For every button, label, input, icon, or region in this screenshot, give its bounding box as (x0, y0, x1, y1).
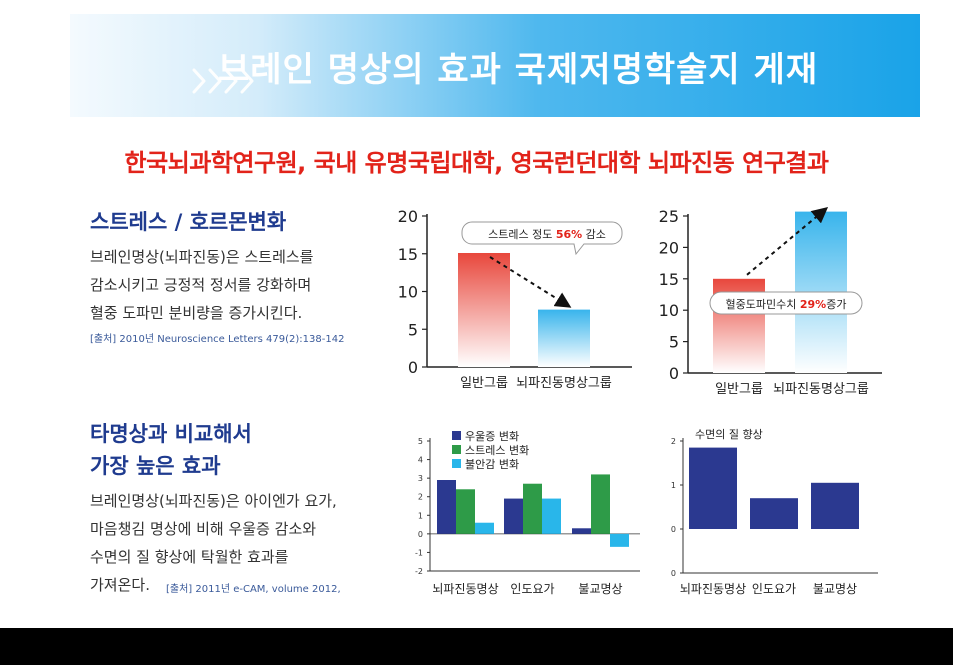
subtitle: 한국뇌과학연구원, 국내 유명국립대학, 영국런던대학 뇌파진동 연구결과 (124, 149, 829, 177)
y-tick-label: 20 (398, 207, 418, 226)
x-tick-label: 뇌파진동명상그룹 (773, 382, 869, 397)
section2-line-4: 가져온다. (90, 576, 150, 594)
stress-chart: 0 5 10 15 20 일반그룹 뇌파진동명상그룹 스트레스 정도 56% 감소 (398, 207, 632, 391)
x-tick-label: 뇌파진동명상 (680, 582, 746, 596)
section2-citation: [출처] 2011년 e-CAM, volume 2012, (166, 584, 341, 595)
bar-sleep-quality (811, 482, 859, 529)
callout-highlight: 29% (800, 298, 826, 311)
bar-stress (523, 483, 542, 534)
chart-title: 수면의 질 향상 (695, 428, 763, 441)
legend-swatch (452, 445, 461, 454)
x-tick-label: 불교명상 (813, 582, 857, 596)
y-tick-label: 0 (671, 525, 676, 534)
legend-swatch (452, 459, 461, 468)
y-tick-label: 2 (418, 493, 423, 502)
bar-anxiety (542, 498, 561, 534)
y-tick-label: 1 (418, 511, 423, 520)
y-tick-label: 2 (671, 437, 676, 446)
legend-label: 불안감 변화 (465, 458, 519, 471)
bar-general-group (458, 252, 510, 367)
y-tick-label: 5 (408, 320, 418, 339)
y-tick-label: 10 (398, 283, 418, 302)
bar-sleep-quality (689, 447, 737, 529)
banner-title: 브레인 명상의 효과 국제저명학술지 게재 (218, 50, 819, 90)
y-tick-label: 3 (418, 474, 423, 483)
y-tick-label: 25 (659, 207, 679, 226)
trend-arrow (746, 207, 829, 276)
x-tick-label: 일반그룹 (715, 382, 763, 397)
x-tick-label: 일반그룹 (460, 376, 508, 391)
callout-text-part: 혈중도파민수치 (726, 297, 800, 311)
x-tick-label: 뇌파진동명상 (432, 582, 498, 596)
legend-label: 우울증 변화 (465, 430, 519, 443)
bar-anxiety (610, 533, 629, 547)
bar-sleep-quality (750, 498, 798, 529)
bar-meditation-group (538, 309, 590, 367)
legend-swatch (452, 431, 461, 440)
y-tick-label: 0 (671, 569, 676, 578)
callout-text: 혈중도파민수치 29%증가 (726, 297, 847, 311)
y-tick-label: 5 (669, 333, 679, 352)
callout-highlight: 56% (556, 228, 582, 241)
page: 브레인 명상의 효과 국제저명학술지 게재 한국뇌과학연구원, 국내 유명국립대… (0, 0, 953, 628)
title-banner (70, 14, 920, 117)
x-tick-label: 인도요가 (752, 582, 796, 596)
y-tick-label: 10 (659, 301, 679, 320)
y-tick-label: 15 (398, 245, 418, 264)
section1-line-3: 혈중 도파민 분비량을 증가시킨다. (90, 304, 303, 322)
y-tick-label: 4 (418, 456, 423, 465)
x-tick-label: 인도요가 (510, 582, 554, 596)
y-tick-label: 5 (418, 437, 423, 446)
section2-line-3: 수면의 질 향상에 탁월한 효과를 (90, 548, 289, 566)
bar-stress (456, 489, 475, 534)
bar-anxiety (475, 522, 494, 534)
y-tick-label: 0 (669, 364, 679, 383)
section1-title: 스트레스 / 호르몬변화 (90, 210, 287, 234)
chevron-arrows-icon (192, 68, 254, 94)
callout-bubble (709, 291, 863, 315)
y-tick-label: 0 (418, 530, 423, 539)
x-tick-label: 불교명상 (578, 582, 622, 596)
dopamine-chart: 0 5 10 15 20 25 일반그룹 뇌파진동명상그룹 혈중도파민수치 29%증가 (659, 207, 882, 397)
y-tick-label: 0 (408, 358, 418, 377)
section1-line-2: 감소시키고 긍정적 정서를 강화하며 (90, 276, 312, 294)
section1-citation: [출처] 2010년 Neuroscience Letters 479(2):1… (90, 334, 345, 345)
callout-text-part: 감소 (582, 228, 606, 241)
section2-title-line-2: 가장 높은 효과 (90, 454, 221, 478)
y-tick-label: -2 (415, 567, 423, 576)
bar-depression (504, 498, 523, 534)
section2-line-2: 마음챙김 명상에 비해 우울증 감소와 (90, 520, 317, 538)
y-tick-label: 15 (659, 270, 679, 289)
bar-stress (591, 474, 610, 534)
callout-text-part: 스트레스 정도 (488, 228, 556, 241)
section1-line-1: 브레인명상(뇌파진동)은 스트레스를 (90, 248, 314, 266)
legend-label: 스트레스 변화 (465, 444, 529, 457)
x-tick-label: 뇌파진동명상그룹 (516, 376, 612, 391)
bar-depression (437, 480, 456, 534)
callout-bubble (461, 221, 623, 256)
bar-depression (572, 528, 591, 534)
section2-line-1: 브레인명상(뇌파진동)은 아이엔가 요가, (90, 492, 337, 510)
callout-text: 스트레스 정도 56% 감소 (488, 228, 606, 241)
section2-title-line-1: 타명상과 비교해서 (90, 422, 252, 446)
y-tick-label: -1 (415, 548, 423, 557)
y-tick-label: 1 (671, 481, 676, 490)
callout-text-part: 증가 (826, 298, 846, 311)
y-tick-label: 20 (659, 238, 679, 257)
